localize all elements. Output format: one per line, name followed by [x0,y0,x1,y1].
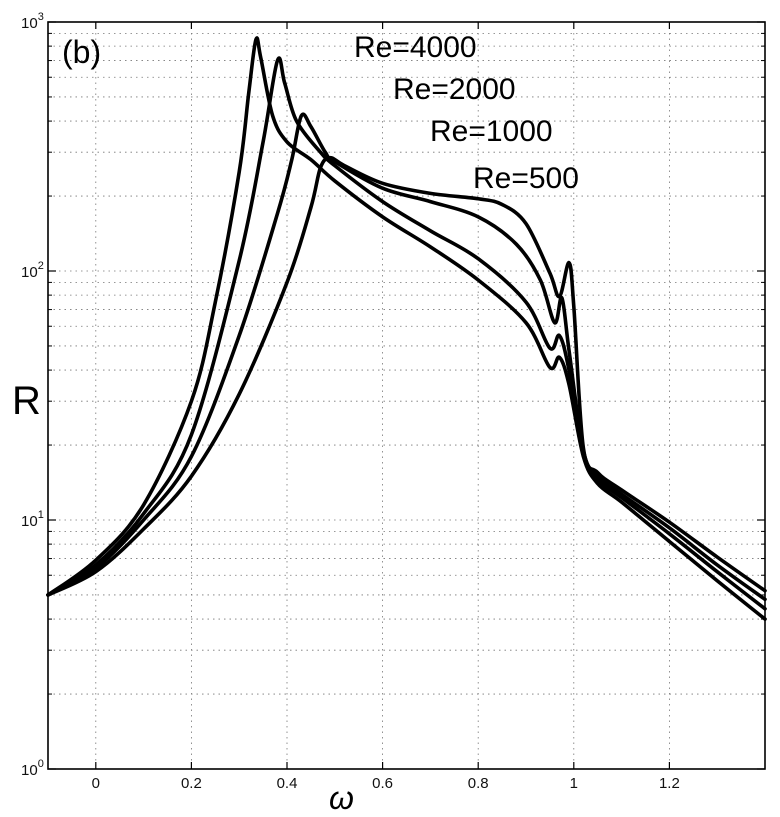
series-label-re500: Re=500 [473,162,579,195]
series-label-re2000: Re=2000 [393,73,516,106]
series-label-re1000: Re=1000 [430,115,553,148]
series-line-re4000 [46,36,767,621]
y-axis-label: R [12,379,41,423]
series-line-re2000 [46,56,767,611]
panel-label: (b) [62,34,101,70]
y-tick-base: 10 [21,513,38,530]
y-tick-label: 100 [21,758,44,779]
plot-frame [47,21,766,770]
x-tick-label: 0.6 [372,775,393,792]
x-tick-label: 0.2 [181,775,202,792]
y-tick-exponent: 1 [38,509,44,521]
y-tick-base: 10 [21,15,38,32]
series-line-re500 [46,155,767,597]
series-lines [46,36,767,621]
x-axis-ticks: 0 0.2 0.4 0.6 0.8 1 1.2 [92,22,680,792]
series-label-re4000: Re=4000 [354,31,477,64]
x-axis-label: ω [329,780,354,816]
series-line-re1000 [46,112,767,602]
x-tick-label: 0.8 [468,775,489,792]
y-tick-base: 10 [21,762,38,779]
y-tick-exponent: 2 [38,260,44,272]
y-tick-label: 101 [21,509,44,530]
x-tick-label: 0 [92,775,100,792]
y-tick-exponent: 3 [38,11,44,23]
grid [48,22,765,769]
x-tick-label: 1.2 [659,775,680,792]
y-tick-base: 10 [21,264,38,281]
x-tick-label: 0.4 [277,775,298,792]
y-tick-exponent: 0 [38,758,44,770]
x-tick-label: 1 [570,775,578,792]
y-tick-label: 102 [21,260,44,281]
y-tick-label: 103 [21,11,44,32]
